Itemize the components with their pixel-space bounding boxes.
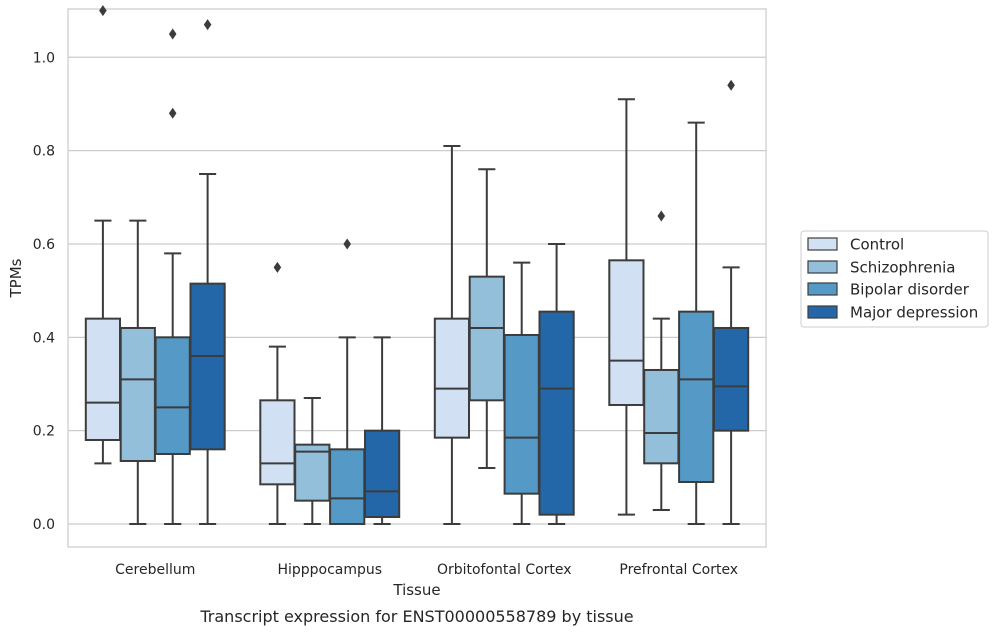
legend-swatch-control — [807, 237, 838, 251]
outlier-point — [168, 107, 177, 119]
box-iqr — [189, 282, 226, 451]
y-tick-label: 0.0 — [33, 517, 55, 533]
box-iqr — [468, 275, 505, 402]
legend-label-major-depression: Major depression — [850, 304, 978, 322]
box-2-1 — [468, 168, 505, 469]
x-tick-label: Prefrontal Cortex — [619, 562, 738, 578]
y-tick-label: 0.6 — [33, 237, 55, 253]
box-1-0 — [259, 261, 296, 525]
box-iqr — [538, 310, 575, 516]
box-0-0 — [84, 5, 122, 465]
legend-label-control: Control — [850, 236, 904, 254]
box-iqr — [84, 317, 122, 441]
boxes — [84, 5, 750, 525]
outlier-point — [99, 5, 107, 17]
legend-swatch-bipolar-disorder — [807, 282, 838, 296]
chart-caption: Transcript expression for ENST0000055878… — [199, 607, 633, 626]
box-1-3 — [363, 336, 401, 525]
outlier-point — [273, 261, 282, 273]
legend-frame — [800, 230, 989, 328]
box-iqr — [259, 399, 296, 486]
box-iqr — [678, 310, 715, 483]
outlier-point — [203, 19, 212, 31]
box-iqr — [329, 448, 366, 525]
outlier-point — [727, 79, 735, 91]
y-tick-label: 1.0 — [33, 50, 55, 66]
box-2-2 — [503, 261, 540, 525]
outlier-point — [657, 210, 666, 222]
box-2-0 — [433, 144, 471, 525]
box-0-3 — [189, 19, 226, 525]
box-iqr — [119, 326, 156, 462]
box-iqr — [643, 368, 680, 465]
box-iqr — [154, 336, 191, 455]
box-iqr — [294, 443, 331, 502]
box-iqr — [363, 429, 401, 518]
box-3-3 — [712, 79, 750, 525]
box-3-0 — [608, 98, 645, 516]
box-iqr — [433, 317, 471, 439]
box-iqr — [608, 259, 645, 406]
x-tick-labels: Cerebellum Hipppocampus Orbitofontal Corte… — [115, 562, 738, 578]
box-iqr — [503, 333, 540, 495]
legend-swatch-major-depression — [807, 305, 838, 319]
y-tick-label: 0.8 — [33, 144, 55, 160]
outlier-point — [168, 28, 177, 40]
x-axis-label: Tissue — [392, 581, 440, 599]
y-axis-label: TPMs — [7, 258, 25, 298]
box-2-3 — [538, 242, 575, 525]
outlier-point — [343, 238, 351, 250]
box-1-1 — [294, 396, 331, 525]
legend-swatch-schizophrenia — [807, 260, 838, 274]
y-tick-label: 0.4 — [33, 330, 55, 346]
box-iqr — [712, 326, 750, 432]
legend-label-bipolar-disorder: Bipolar disorder — [850, 281, 970, 299]
box-0-2 — [154, 28, 191, 525]
legend-label-schizophrenia: Schizophrenia — [850, 259, 955, 277]
y-tick-label: 0.2 — [33, 424, 55, 440]
legend: Control Schizophrenia Bipolar disorder M… — [800, 230, 989, 328]
y-tick-labels: 0.00.20.40.60.81.01.2 — [33, 50, 55, 533]
x-tick-label: Hipppocampus — [277, 562, 382, 578]
box-3-2 — [678, 121, 715, 525]
x-tick-label: Cerebellum — [115, 562, 195, 578]
x-tick-label: Orbitofontal Cortex — [437, 562, 572, 578]
